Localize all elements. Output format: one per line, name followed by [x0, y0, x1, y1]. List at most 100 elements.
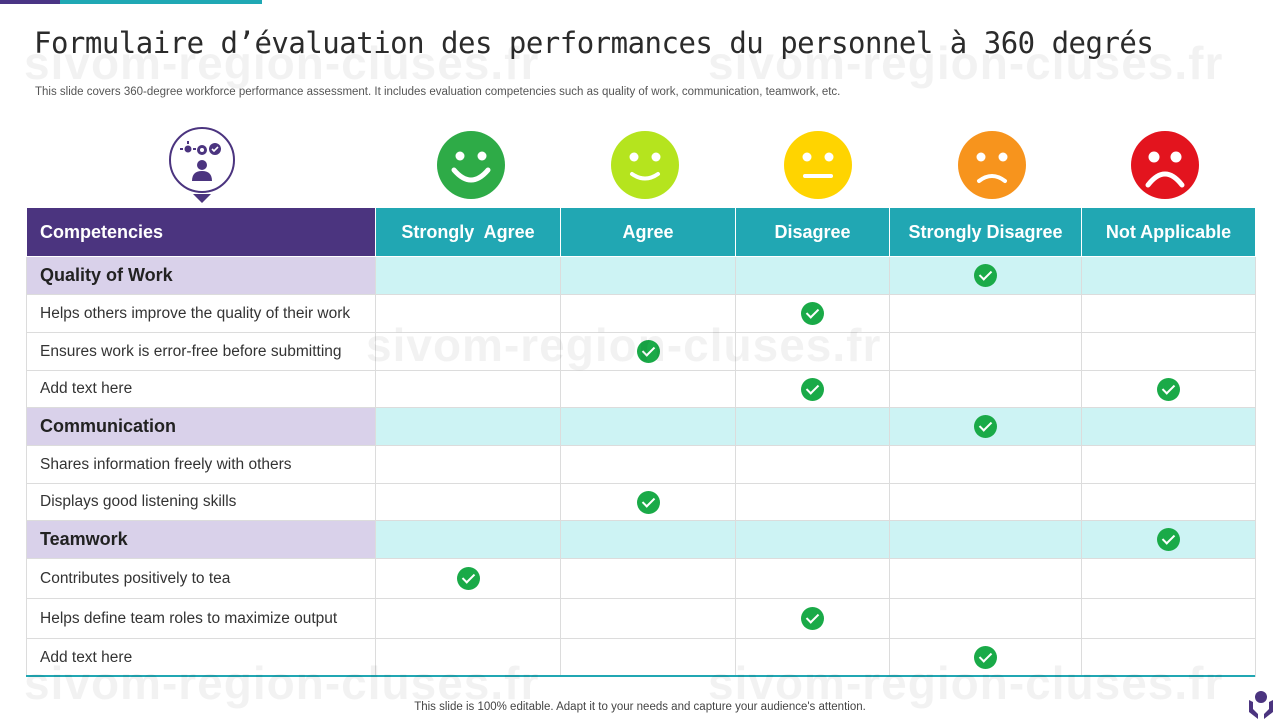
- rating-cell-strongly-agree[interactable]: [375, 407, 561, 446]
- table-row: Displays good listening skills: [26, 483, 1256, 521]
- check-icon: [1157, 528, 1180, 551]
- rating-cell-not-applicable[interactable]: [1081, 558, 1256, 599]
- rating-cell-not-applicable[interactable]: [1081, 370, 1256, 408]
- rating-cell-strongly-disagree[interactable]: [889, 370, 1082, 408]
- rating-cell-disagree[interactable]: [735, 332, 890, 371]
- check-icon: [636, 340, 660, 363]
- table-row: Helps define team roles to maximize outp…: [26, 598, 1256, 639]
- rating-cell-strongly-agree[interactable]: [375, 445, 561, 484]
- rating-cell-disagree[interactable]: [735, 483, 890, 521]
- check-icon: [974, 646, 997, 669]
- rating-cell-disagree[interactable]: [735, 520, 890, 559]
- rating-cell-strongly-agree[interactable]: [375, 558, 561, 599]
- neutral-face-icon: [784, 131, 852, 199]
- rating-cell-agree[interactable]: [560, 638, 736, 677]
- category-label: Teamwork: [26, 520, 376, 559]
- rating-cell-strongly-disagree[interactable]: [889, 256, 1082, 295]
- table-row: Helps others improve the quality of thei…: [26, 294, 1256, 333]
- competency-label: Add text here: [26, 638, 376, 677]
- rating-cell-disagree[interactable]: [735, 407, 890, 446]
- column-header-competencies: Competencies: [26, 207, 376, 257]
- rating-cell-disagree[interactable]: [735, 445, 890, 484]
- rating-cell-agree[interactable]: [560, 598, 736, 639]
- bottom-divider: [26, 675, 1255, 677]
- rating-cell-not-applicable[interactable]: [1081, 407, 1256, 446]
- table-row: Add text here: [26, 370, 1256, 408]
- smile-face-icon: [611, 131, 679, 199]
- evaluation-table: Competencies Strongly Agree Agree Disagr…: [26, 207, 1256, 677]
- competency-label: Displays good listening skills: [26, 483, 376, 521]
- rating-cell-agree[interactable]: [560, 407, 736, 446]
- competency-label: Add text here: [26, 370, 376, 408]
- table-row: Contributes positively to tea: [26, 558, 1256, 599]
- rating-cell-agree[interactable]: [560, 445, 736, 484]
- support-hands-icon: [1249, 691, 1273, 719]
- rating-cell-disagree[interactable]: [735, 370, 890, 408]
- check-icon: [801, 607, 824, 630]
- rating-cell-agree[interactable]: [560, 332, 736, 371]
- rating-cell-agree[interactable]: [560, 256, 736, 295]
- category-row: Quality of Work: [26, 256, 1256, 295]
- person-gears-icon: [169, 127, 235, 203]
- table-row: Ensures work is error-free before submit…: [26, 332, 1256, 371]
- category-label: Communication: [26, 407, 376, 446]
- table-row: Add text here: [26, 638, 1256, 677]
- rating-cell-disagree[interactable]: [735, 598, 890, 639]
- footer-note: This slide is 100% editable. Adapt it to…: [414, 701, 866, 713]
- rating-cell-agree[interactable]: [560, 370, 736, 408]
- rating-cell-strongly-disagree[interactable]: [889, 294, 1082, 333]
- slide-title: Formulaire d’évaluation des performances…: [34, 26, 1154, 60]
- rating-cell-disagree[interactable]: [735, 256, 890, 295]
- rating-cell-disagree[interactable]: [735, 294, 890, 333]
- rating-cell-agree[interactable]: [560, 558, 736, 599]
- column-header-agree: Agree: [560, 207, 736, 257]
- rating-cell-not-applicable[interactable]: [1081, 332, 1256, 371]
- rating-cell-strongly-agree[interactable]: [375, 598, 561, 639]
- rating-cell-agree[interactable]: [560, 483, 736, 521]
- happy-face-icon: [437, 131, 505, 199]
- rating-cell-strongly-disagree[interactable]: [889, 520, 1082, 559]
- rating-cell-strongly-disagree[interactable]: [889, 483, 1082, 521]
- check-icon: [974, 415, 997, 438]
- check-icon: [974, 264, 997, 287]
- rating-cell-strongly-disagree[interactable]: [889, 445, 1082, 484]
- rating-cell-not-applicable[interactable]: [1081, 294, 1256, 333]
- column-header-disagree: Disagree: [735, 207, 890, 257]
- rating-cell-strongly-agree[interactable]: [375, 520, 561, 559]
- rating-cell-strongly-disagree[interactable]: [889, 638, 1082, 677]
- rating-cell-strongly-disagree[interactable]: [889, 332, 1082, 371]
- rating-cell-disagree[interactable]: [735, 638, 890, 677]
- category-label: Quality of Work: [26, 256, 376, 295]
- rating-cell-agree[interactable]: [560, 520, 736, 559]
- rating-cell-not-applicable[interactable]: [1081, 256, 1256, 295]
- check-icon: [636, 490, 660, 514]
- rating-cell-not-applicable[interactable]: [1081, 598, 1256, 639]
- rating-cell-disagree[interactable]: [735, 558, 890, 599]
- top-accent-bar-purple: [0, 0, 60, 4]
- rating-cell-strongly-agree[interactable]: [375, 256, 561, 295]
- rating-cell-not-applicable[interactable]: [1081, 520, 1256, 559]
- table-header-row: Competencies Strongly Agree Agree Disagr…: [26, 207, 1256, 257]
- competency-label: Helps define team roles to maximize outp…: [26, 598, 376, 639]
- rating-cell-strongly-agree[interactable]: [375, 370, 561, 408]
- rating-cell-not-applicable[interactable]: [1081, 638, 1256, 677]
- check-icon: [456, 567, 480, 590]
- check-icon: [801, 377, 824, 401]
- rating-cell-strongly-agree[interactable]: [375, 294, 561, 333]
- rating-cell-strongly-disagree[interactable]: [889, 558, 1082, 599]
- rating-cell-strongly-agree[interactable]: [375, 638, 561, 677]
- column-header-strongly-disagree: Strongly Disagree: [889, 207, 1082, 257]
- competency-label: Ensures work is error-free before submit…: [26, 332, 376, 371]
- rating-cell-not-applicable[interactable]: [1081, 483, 1256, 521]
- competency-label: Shares information freely with others: [26, 445, 376, 484]
- rating-cell-strongly-disagree[interactable]: [889, 598, 1082, 639]
- rating-cell-not-applicable[interactable]: [1081, 445, 1256, 484]
- competency-label: Helps others improve the quality of thei…: [26, 294, 376, 333]
- category-row: Teamwork: [26, 520, 1256, 559]
- rating-cell-agree[interactable]: [560, 294, 736, 333]
- rating-cell-strongly-agree[interactable]: [375, 332, 561, 371]
- rating-cell-strongly-disagree[interactable]: [889, 407, 1082, 446]
- rating-cell-strongly-agree[interactable]: [375, 483, 561, 521]
- competency-label: Contributes positively to tea: [26, 558, 376, 599]
- column-header-strongly-agree: Strongly Agree: [375, 207, 561, 257]
